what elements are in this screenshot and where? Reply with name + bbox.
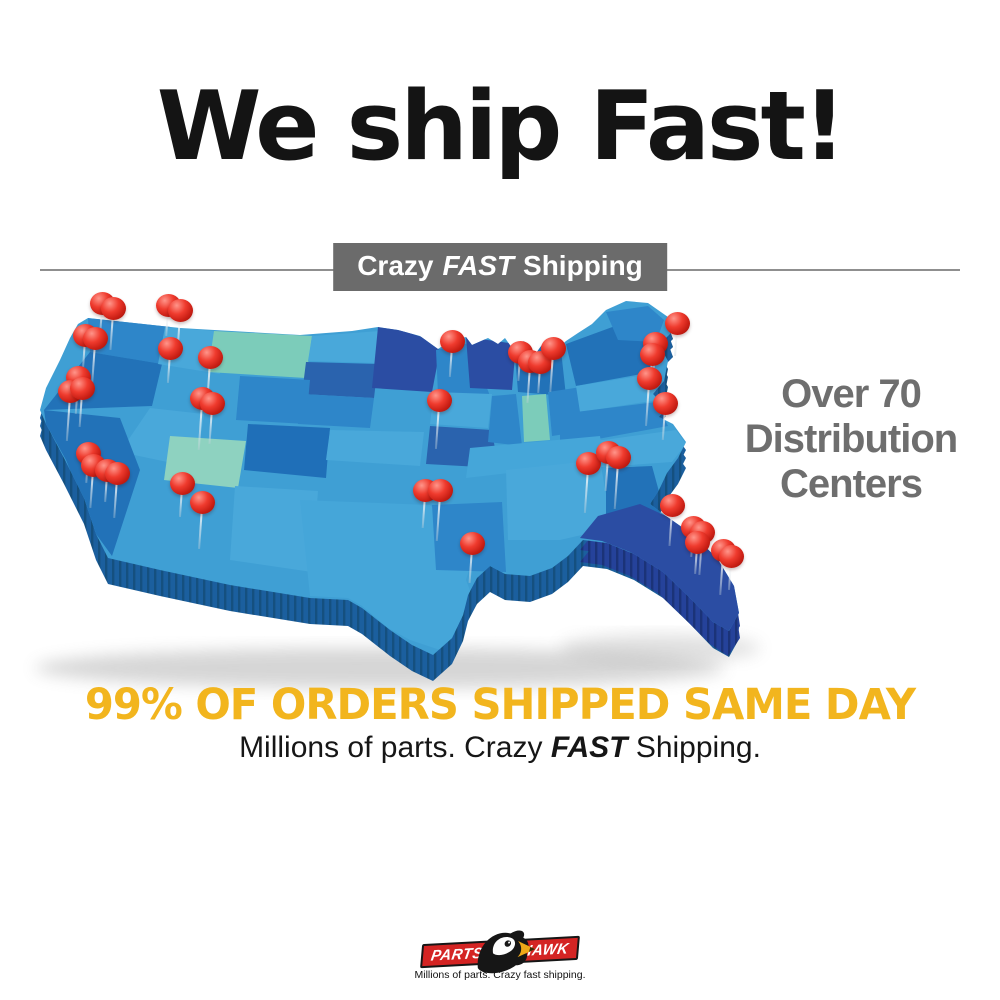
caption-line-1: Over 70 [781,372,922,416]
map-shadow [35,648,725,688]
partshawk-logo: PARTS HAWK Millions of parts. Crazy fast… [390,924,610,981]
page-title: We ship Fast! [156,71,846,182]
shipping-badge: Crazy FAST Shipping [333,243,667,291]
tagline: Millions of parts. Crazy FAST Shipping. [0,731,1000,765]
hawk-icon [477,930,536,974]
distribution-caption: Over 70 Distribution Centers [716,372,986,507]
badge-text-suffix: Shipping [523,250,643,281]
tagline-suffix: Shipping. [627,731,761,764]
same-day-headline: 99% OF ORDERS SHIPPED SAME DAY [84,680,916,730]
caption-line-2: Distribution [744,417,958,461]
badge-text-emphasis: FAST [442,250,515,281]
caption-line-3: Centers [780,462,923,506]
logo-banner: PARTS HAWK [420,930,580,974]
logo-tagline: Millions of parts. Crazy fast shipping. [414,969,586,981]
tagline-prefix: Millions of parts. Crazy [239,731,551,764]
badge-text-prefix: Crazy [357,250,434,281]
tagline-emphasis: FAST [550,731,628,764]
